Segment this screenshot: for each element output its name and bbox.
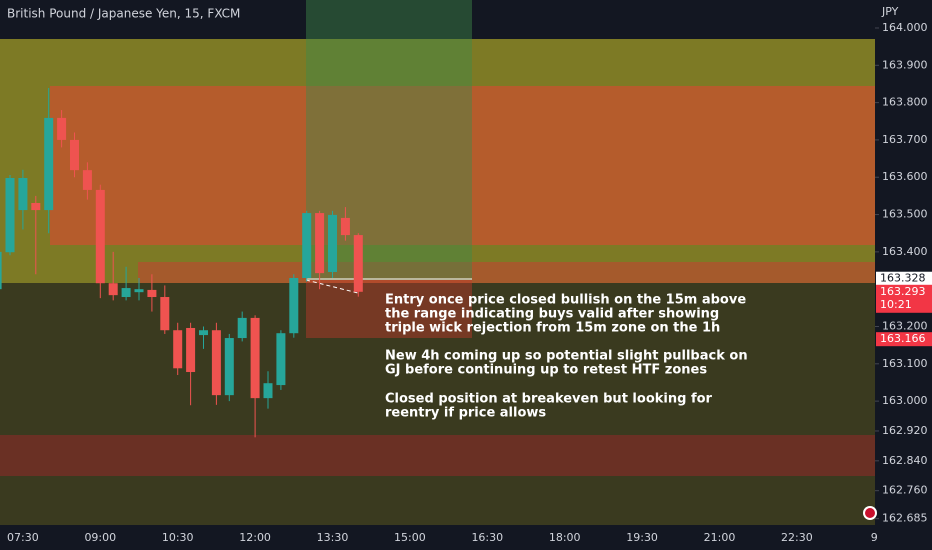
candle-body bbox=[108, 283, 118, 296]
y-tick-label: 163.900 bbox=[882, 58, 928, 71]
y-tick-label: 162.760 bbox=[882, 484, 928, 497]
candle-body bbox=[353, 235, 363, 292]
demand-zone bbox=[0, 283, 875, 435]
candles bbox=[0, 88, 363, 438]
zones bbox=[0, 0, 875, 525]
candle-body bbox=[44, 117, 54, 211]
price-label: 163.166 bbox=[880, 332, 926, 345]
countdown: 10:21 bbox=[880, 298, 912, 311]
trade-path bbox=[305, 279, 359, 294]
candle-body bbox=[121, 288, 131, 298]
y-tick-label: 163.500 bbox=[882, 208, 928, 221]
candle-body bbox=[82, 170, 92, 190]
x-tick-label: 16:30 bbox=[471, 531, 503, 544]
price-label-box bbox=[876, 271, 932, 286]
y-tick-label: 163.600 bbox=[882, 170, 928, 183]
price-label-box bbox=[876, 332, 932, 347]
candle-body bbox=[328, 214, 337, 273]
x-tick-label: 13:30 bbox=[317, 531, 349, 544]
candle-body bbox=[237, 317, 247, 339]
chart-title: British Pound / Japanese Yen, 15, FXCM bbox=[7, 7, 240, 21]
y-tick-label: 162.920 bbox=[882, 424, 928, 437]
y-tick-label: 163.000 bbox=[882, 394, 928, 407]
htf-zone bbox=[50, 86, 875, 245]
candle-body bbox=[95, 189, 105, 284]
candle-body bbox=[315, 213, 325, 274]
candle-body bbox=[0, 251, 2, 290]
candle-body bbox=[211, 330, 221, 396]
candle-body bbox=[302, 213, 312, 278]
candle-body bbox=[5, 177, 15, 253]
candle-body bbox=[263, 383, 273, 399]
y-tick-label: 163.800 bbox=[882, 96, 928, 109]
lower-zone bbox=[0, 435, 875, 476]
annotation: New 4h coming up so potential slight pul… bbox=[385, 349, 748, 364]
flag-icon bbox=[863, 506, 877, 520]
candle-body bbox=[186, 327, 196, 373]
y-tick-label: 163.100 bbox=[882, 357, 928, 370]
x-tick-label: 19:30 bbox=[626, 531, 658, 544]
x-tick-label: 12:00 bbox=[239, 531, 271, 544]
candle-body bbox=[224, 338, 234, 396]
candle-body bbox=[160, 297, 170, 331]
annotations: Entry once price closed bullish on the 1… bbox=[385, 293, 748, 421]
candle-body bbox=[289, 277, 299, 334]
y-tick-label: 163.400 bbox=[882, 245, 928, 258]
x-tick-label: 22:30 bbox=[781, 531, 813, 544]
y-tick-label: 163.700 bbox=[882, 133, 928, 146]
time-axis bbox=[0, 525, 875, 550]
candle-body bbox=[199, 330, 208, 336]
y-tick-label: 163.200 bbox=[882, 319, 928, 332]
x-tick-label: 07:30 bbox=[7, 531, 39, 544]
candle-body bbox=[70, 139, 79, 171]
x-tick-label: 18:00 bbox=[549, 531, 581, 544]
candle-body bbox=[57, 117, 67, 140]
candle-body bbox=[276, 333, 286, 386]
y-tick-label: 162.840 bbox=[882, 454, 928, 467]
x-tick-label: 10:30 bbox=[162, 531, 194, 544]
candle-body bbox=[340, 217, 350, 236]
annotation: reentry if price allows bbox=[385, 406, 546, 421]
position-stop bbox=[306, 280, 472, 338]
candle-body bbox=[18, 177, 28, 211]
y-tick-label: 164.000 bbox=[882, 21, 928, 34]
candle-body bbox=[134, 289, 144, 293]
annotation: triple wick rejection from 15m zone on t… bbox=[385, 321, 720, 336]
annotation: Entry once price closed bullish on the 1… bbox=[385, 293, 746, 308]
x-tick-label: 09:00 bbox=[84, 531, 116, 544]
annotation: the range indicating buys valid after sh… bbox=[385, 307, 719, 322]
demand-zone-low bbox=[0, 476, 875, 525]
price-label: 163.293 bbox=[880, 285, 926, 298]
candle-body bbox=[31, 202, 41, 211]
candle-body bbox=[173, 330, 183, 369]
annotation: GJ before continuing up to retest HTF zo… bbox=[385, 363, 707, 378]
currency: JPY bbox=[881, 5, 899, 18]
candle-body bbox=[147, 289, 157, 298]
x-tick-label: 21:00 bbox=[704, 531, 736, 544]
range-zone bbox=[138, 262, 875, 283]
annotation: Closed position at breakeven but looking… bbox=[385, 392, 713, 407]
price-label: 163.328 bbox=[880, 272, 926, 285]
y-tick-label: 162.685 bbox=[882, 512, 928, 525]
x-tick-label: 9 bbox=[871, 531, 878, 544]
x-tick-label: 15:00 bbox=[394, 531, 426, 544]
price-label-box bbox=[876, 284, 932, 313]
candle-body bbox=[250, 317, 260, 399]
